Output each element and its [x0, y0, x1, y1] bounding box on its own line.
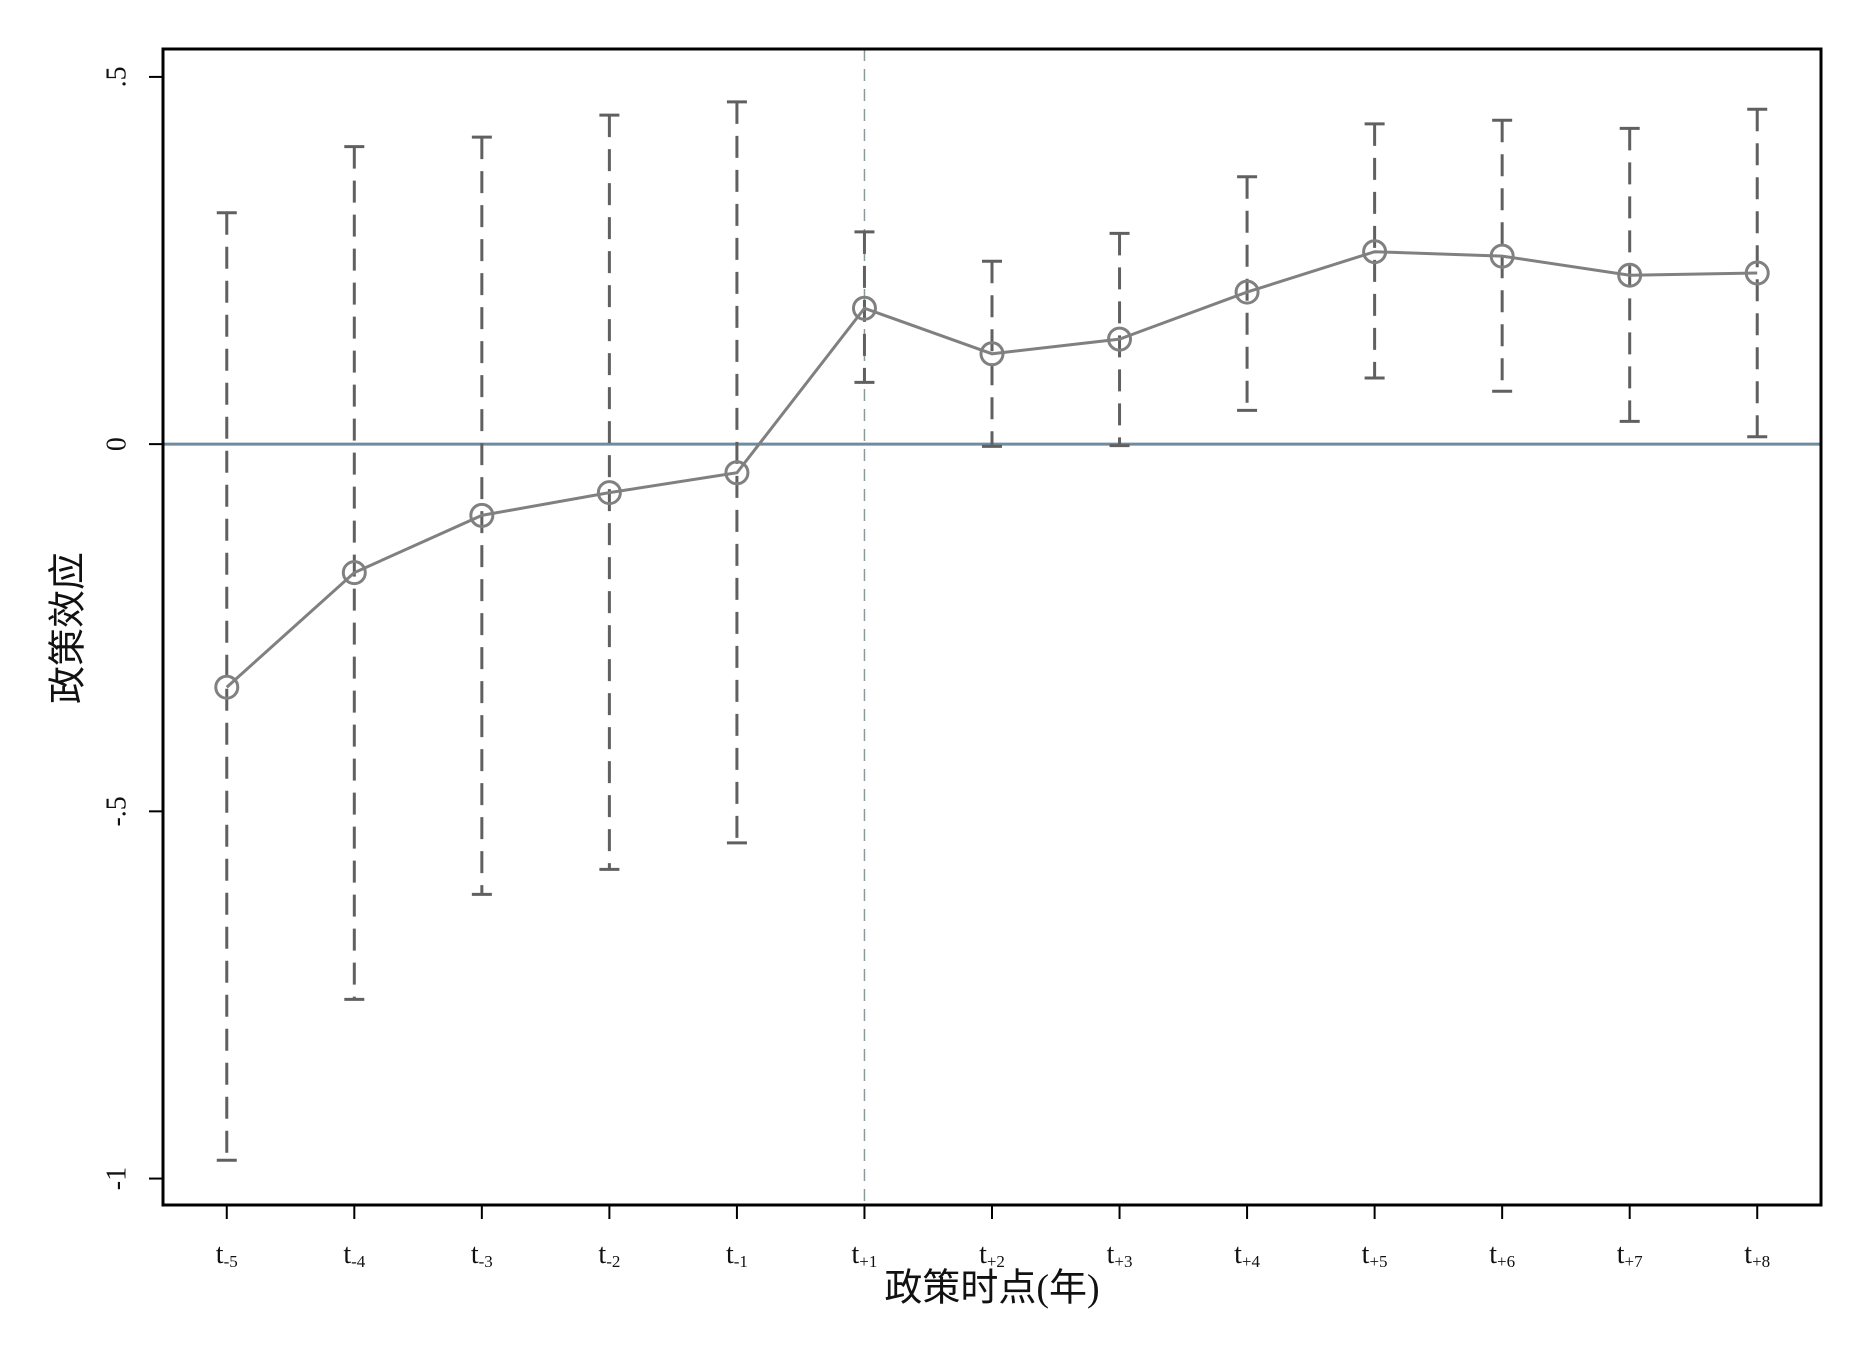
x-tick-label: t+2: [979, 1239, 1005, 1270]
plot-frame: [161, 47, 1823, 1207]
x-tick-label: t-2: [598, 1239, 620, 1270]
y-tick-label: -1: [101, 1167, 132, 1190]
estimate-point: [1107, 326, 1133, 352]
estimate-point: [1234, 279, 1260, 305]
estimate-point: [851, 295, 877, 321]
estimate-line: [225, 250, 1758, 689]
x-axis-title: 政策时点(年): [884, 1268, 1099, 1310]
x-tick-label: t+7: [1617, 1239, 1643, 1270]
x-tick-label: t+5: [1362, 1239, 1388, 1270]
estimate-point: [1744, 260, 1770, 286]
y-tick-label: .5: [101, 66, 132, 87]
y-axis-title: 政策效应: [48, 552, 90, 704]
x-tick-label: t-4: [343, 1239, 365, 1270]
estimate-point: [1362, 239, 1388, 265]
x-tick-label: t+3: [1107, 1239, 1133, 1270]
estimate-point: [341, 560, 367, 586]
estimate-point: [469, 502, 495, 528]
x-tick-label: t+8: [1744, 1239, 1770, 1270]
x-tick-label: t-3: [471, 1239, 493, 1270]
y-tick-label: -.5: [101, 796, 132, 826]
y-tick-label: 0: [101, 437, 132, 451]
estimate-point: [596, 480, 622, 506]
x-tick-label: t-1: [726, 1239, 748, 1270]
x-tick-label: t+6: [1489, 1239, 1515, 1270]
estimate-point: [979, 341, 1005, 367]
estimate-point: [1617, 262, 1643, 288]
estimate-point: [724, 460, 750, 486]
x-tick-label: t+1: [852, 1239, 878, 1270]
x-tick-label: t-5: [216, 1239, 238, 1270]
estimate-point: [1489, 243, 1515, 269]
x-tick-label: t+4: [1234, 1239, 1260, 1270]
estimate-point: [214, 674, 240, 700]
